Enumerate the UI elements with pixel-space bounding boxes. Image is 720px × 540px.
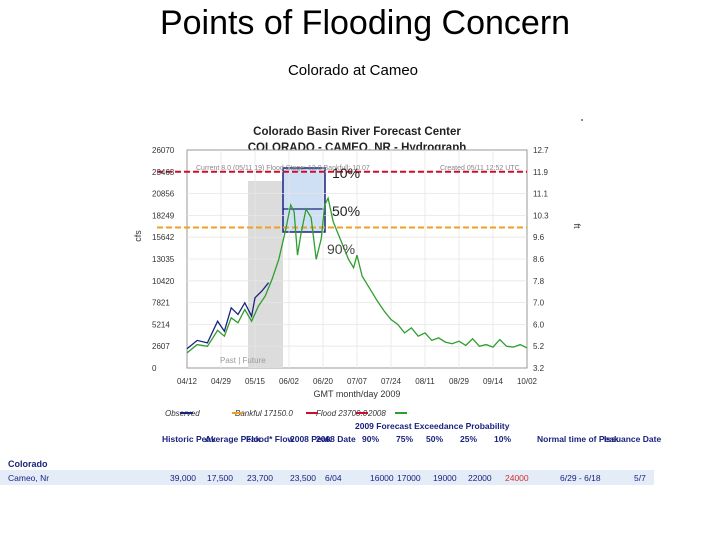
table-cell: 5/7: [634, 473, 646, 483]
table-header-cell: 2008 Date: [316, 434, 356, 444]
y-axis-right-label: ft: [572, 223, 582, 229]
table-header-cell: 2008 Peak: [290, 434, 331, 444]
x-tick-label: 08/11: [415, 377, 435, 386]
x-tick-label: 10/02: [517, 377, 538, 386]
y-right-tick-label: 3.2: [533, 364, 545, 373]
y-tick-label: 18249: [152, 211, 175, 220]
annotation-10pct: 10%: [332, 165, 360, 181]
annotation-50pct: 50%: [332, 203, 360, 219]
y-tick-label: 0: [152, 364, 157, 373]
y-tick-label: 10420: [152, 277, 175, 286]
table-row-name: Cameo, Nr: [8, 473, 49, 483]
y-right-tick-label: 10.3: [533, 211, 549, 220]
y-right-tick-label: 8.6: [533, 255, 545, 264]
y-right-tick-label: 7.0: [533, 299, 545, 308]
y-right-tick-label: 6.0: [533, 320, 545, 329]
x-axis: 04/12 04/29 05/15 06/02 06/20 07/07 07/24 08/11…: [177, 377, 538, 386]
x-tick-label: 04/29: [211, 377, 232, 386]
x-tick-label: 06/20: [313, 377, 334, 386]
x-tick-label: 04/12: [177, 377, 198, 386]
table-cell: 23,700: [247, 473, 273, 483]
annotation-90pct: 90%: [327, 241, 355, 257]
table-cell: 6/04: [325, 473, 342, 483]
x-tick-label: 08/29: [449, 377, 470, 386]
table-header-cell: 10%: [494, 434, 511, 444]
slide-title: Points of Flooding Concern: [159, 4, 571, 42]
table-header-cell: 50%: [426, 434, 443, 444]
y-right-tick-label: 5.2: [533, 342, 545, 351]
x-tick-label: 05/15: [245, 377, 266, 386]
x-tick-label: 06/02: [279, 377, 300, 386]
table-header-cell: Normal time of Peak: [537, 434, 619, 444]
table-row-bg: [0, 470, 654, 485]
y-tick-label: 13035: [152, 255, 175, 264]
x-axis-label: GMT month/day 2009: [314, 389, 401, 399]
table-cell: 6/29 - 6/18: [560, 473, 601, 483]
legend-label: Bankful 17150.0: [235, 409, 293, 418]
slide-subtitle: Colorado at Cameo: [287, 62, 419, 79]
y-tick-label: 26070: [152, 146, 175, 155]
table-section-label: Colorado: [8, 459, 48, 469]
x-tick-label: 07/24: [381, 377, 402, 386]
legend-label: 2008: [367, 409, 386, 418]
y-right-tick-label: 7.8: [533, 277, 545, 286]
table-cell: 22000: [468, 473, 492, 483]
plot-header-left: Current 8.0 (05/11 19) Flood Stage: 12.0…: [196, 165, 370, 172]
y-axis-label: cfs: [133, 230, 143, 242]
y-right-tick-label: 11.1: [533, 190, 549, 199]
table-header-cell: Flood* Flow: [246, 434, 295, 444]
probability-title: 2009 Forecast Exceedance Probability: [355, 421, 510, 431]
y-tick-label: 20856: [152, 190, 175, 199]
y-tick-label: 23463: [152, 168, 175, 177]
table-cell: 24000: [505, 473, 529, 483]
table-header-cell: Historic Peak: [162, 434, 216, 444]
corner-marker: [581, 119, 583, 121]
table-header-cell: 75%: [396, 434, 413, 444]
series-line: [186, 282, 270, 350]
y-right-tick-label: 11.9: [533, 168, 549, 177]
y-axis-left: 0 2607 5214 7821 10420 13035 15642 18249 20856 23…: [152, 146, 175, 373]
table-cell: 16000: [370, 473, 394, 483]
y-tick-label: 2607: [152, 342, 170, 351]
y-right-tick-label: 9.6: [533, 233, 545, 242]
past-shading: [248, 181, 283, 368]
y-tick-label: 7821: [152, 299, 170, 308]
y-tick-label: 15642: [152, 233, 175, 242]
table-header-cell: 90%: [362, 434, 379, 444]
table-cell: 17,500: [207, 473, 233, 483]
table-cell: 39,000: [170, 473, 196, 483]
table-cell: 17000: [397, 473, 421, 483]
x-tick-label: 07/07: [347, 377, 368, 386]
chart-title: Colorado Basin River Forecast Center: [253, 126, 461, 138]
plot-area: Current 8.0 (05/11 19) Flood Stage: 12.0…: [157, 149, 528, 369]
y-tick-label: 5214: [152, 320, 170, 329]
table-header-cell: Issuance Date: [604, 434, 661, 444]
table-row: 39,000 17,500 23,700 23,500 6/04 16000 17000 19…: [170, 473, 646, 483]
series-line: [186, 196, 528, 354]
x-tick-label: 09/14: [483, 377, 504, 386]
table-cell: 19000: [433, 473, 457, 483]
table-header-cell: 25%: [460, 434, 477, 444]
legend-label: Flood 23700.0: [316, 409, 368, 418]
plot-header-right: Created 05/11 12:52 UTC: [440, 165, 520, 172]
table-header-cell: Average Peak: [205, 434, 261, 444]
y-axis-right: 3.2 5.2 6.0 7.0 7.8 8.6 9.6 10.3 11.1 11.9 12.7: [533, 146, 549, 373]
table-cell: 23,500: [290, 473, 316, 483]
past-future-watermark: Past | Future: [220, 356, 266, 365]
y-right-tick-label: 12.7: [533, 146, 549, 155]
